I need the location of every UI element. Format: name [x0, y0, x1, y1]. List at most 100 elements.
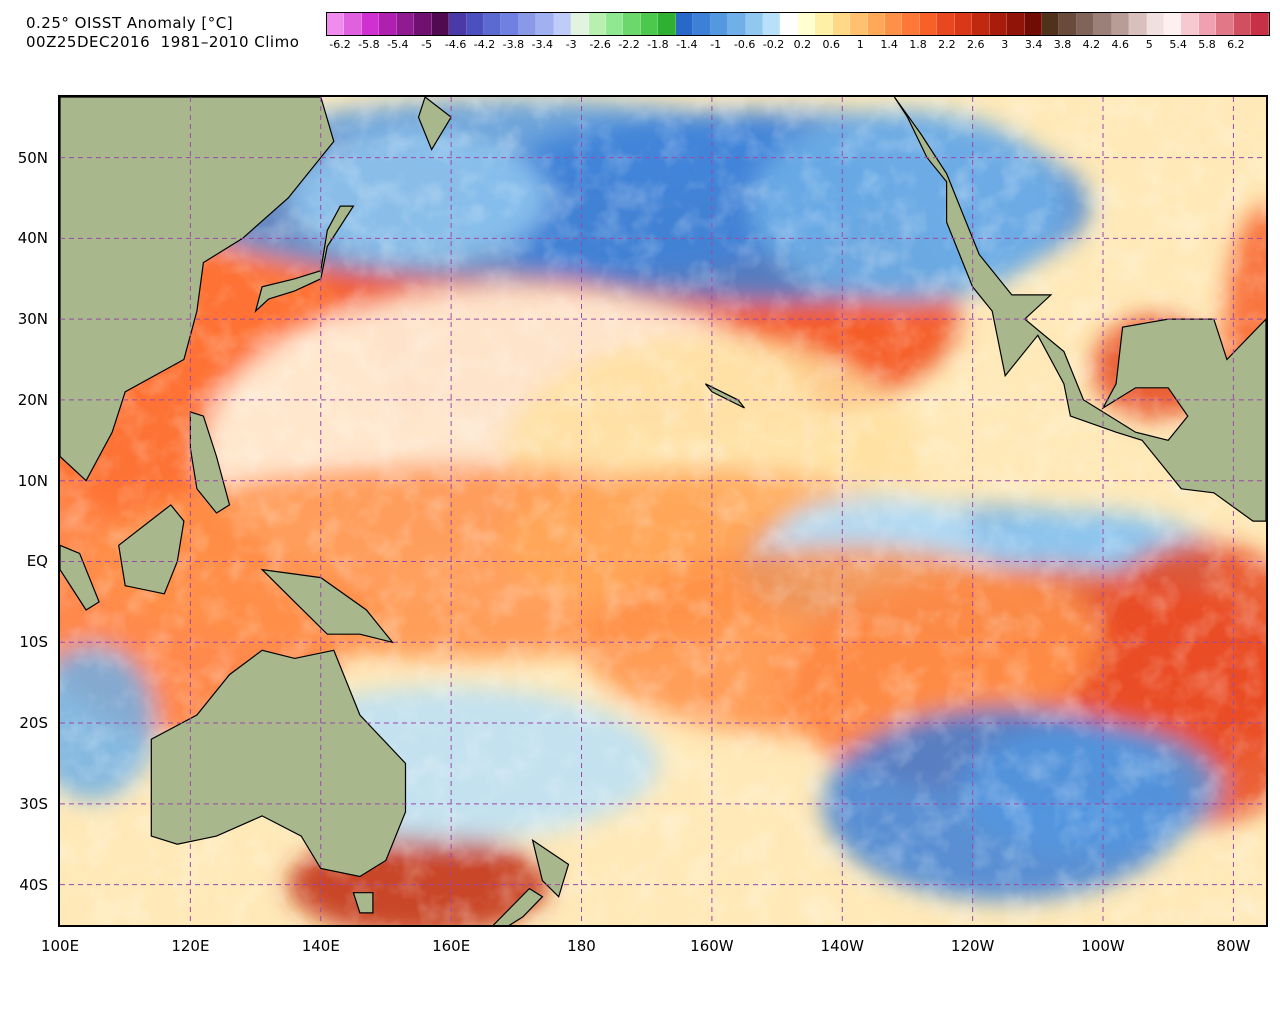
longitude-label: 100E [40, 937, 80, 955]
color-scale-tick-label: -0.2 [762, 38, 785, 51]
longitude-label: 80W [1216, 937, 1251, 955]
color-scale-tick-label: 1.8 [909, 38, 927, 51]
sst-anomaly-map [58, 95, 1268, 927]
color-swatch [1181, 13, 1199, 35]
color-scale-tick-label: 0.6 [822, 38, 841, 51]
color-scale-tick-label: 5.8 [1198, 38, 1216, 51]
latitude-label: EQ [26, 552, 48, 571]
color-swatch [1146, 13, 1164, 35]
landmass [189, 411, 231, 514]
landmass [254, 205, 355, 313]
color-scale-tick-label: 3 [1001, 38, 1009, 51]
color-scale-tick-label: 4.6 [1111, 38, 1130, 51]
color-swatch [815, 13, 833, 35]
color-scale-tick-label: 2.2 [938, 38, 956, 51]
color-swatch [675, 13, 694, 35]
color-scale-tick-label: -5.8 [358, 38, 380, 51]
color-scale-tick-label: -3.4 [531, 38, 554, 51]
latitude-label: 30N [17, 310, 48, 329]
color-swatch [832, 13, 851, 35]
color-swatch [1007, 13, 1025, 35]
landmass [260, 568, 395, 644]
color-scale-bar [326, 12, 1270, 36]
color-scale-tick-label: -0.6 [733, 38, 756, 51]
color-swatch [1059, 13, 1077, 35]
landmass [60, 97, 335, 482]
color-scale-tick-label: 0.2 [793, 38, 812, 51]
color-swatch [658, 13, 676, 35]
latitude-label: 40N [17, 229, 48, 248]
latitude-label: 40S [19, 875, 48, 894]
color-scale-tick-label: -1.4 [676, 38, 698, 51]
map-title: 0.25° OISST Anomaly [°C] [26, 14, 234, 32]
color-scale-tick-label: 5 [1145, 38, 1153, 51]
color-swatch [745, 13, 763, 35]
color-scale-tick-label: 4.2 [1082, 38, 1101, 51]
color-swatch [518, 13, 537, 35]
landmass [150, 649, 407, 878]
color-swatch [1164, 13, 1182, 35]
color-swatch [379, 13, 397, 35]
color-swatch [867, 13, 885, 35]
color-swatch [1024, 13, 1042, 35]
color-swatch [989, 13, 1008, 35]
color-swatch [693, 13, 711, 35]
landmass [352, 892, 374, 914]
color-scale-tick-label: 3.4 [1024, 38, 1043, 51]
latitude-label: 10N [17, 471, 48, 490]
color-swatch [762, 13, 781, 35]
longitude-label: 140W [820, 937, 864, 955]
color-scale-tick-label: -6.2 [329, 38, 351, 51]
map-subtitle-date-climo: 00Z25DEC2016 1981–2010 Climo [26, 33, 300, 51]
color-swatch [919, 13, 938, 35]
color-swatch [1216, 13, 1234, 35]
color-scale-tick-label: -4.6 [444, 38, 467, 51]
color-swatch [623, 13, 641, 35]
color-swatch [710, 13, 729, 35]
color-swatch [937, 13, 955, 35]
landmass [417, 97, 452, 151]
color-swatch [954, 13, 973, 35]
color-swatch [850, 13, 868, 35]
color-scale-tick-label: 6.2 [1227, 38, 1245, 51]
color-swatch [728, 13, 746, 35]
landmass [893, 97, 1266, 522]
color-scale-tick-label: -5.4 [387, 38, 409, 51]
color-scale-tick-label: -4.2 [473, 38, 496, 51]
color-swatch [640, 13, 659, 35]
color-swatch [483, 13, 502, 35]
color-swatch [885, 13, 903, 35]
color-swatch [501, 13, 519, 35]
color-swatch [1198, 13, 1217, 35]
color-scale-tick-label: 5.4 [1169, 38, 1187, 51]
color-swatch [553, 13, 572, 35]
land-masses [60, 97, 1266, 925]
color-scale-tick-label: -5 [421, 38, 433, 51]
latitude-label: 50N [17, 148, 48, 167]
longitude-label: 100W [1081, 937, 1125, 955]
color-swatch [1041, 13, 1060, 35]
landmass [704, 383, 745, 409]
color-swatch [1251, 13, 1269, 35]
latitude-label: 30S [19, 794, 48, 813]
color-swatch [972, 13, 990, 35]
color-swatch [431, 13, 450, 35]
color-swatch [571, 13, 589, 35]
color-swatch [327, 13, 345, 35]
color-swatch [449, 13, 467, 35]
longitude-label: 160E [432, 937, 471, 955]
color-swatch [1076, 13, 1095, 35]
color-scale-labels: -6.2 -5.8 -5.4 -5 -4.6 -4.2 -3.8 -3.4 -3 -2.6 -2.2… [326, 38, 1268, 52]
color-swatch [414, 13, 432, 35]
map-canvas [60, 97, 1266, 925]
color-swatch [606, 13, 624, 35]
color-swatch [344, 13, 362, 35]
color-scale-tick-label: 2.6 [967, 38, 985, 51]
landmass [531, 838, 570, 898]
color-swatch [1111, 13, 1130, 35]
longitude-label: 120E [171, 937, 210, 955]
color-scale-tick-label: 1.4 [880, 38, 898, 51]
latitude-label: 20N [17, 390, 48, 409]
color-scale-tick-label: -1 [710, 38, 722, 51]
color-swatch [902, 13, 920, 35]
